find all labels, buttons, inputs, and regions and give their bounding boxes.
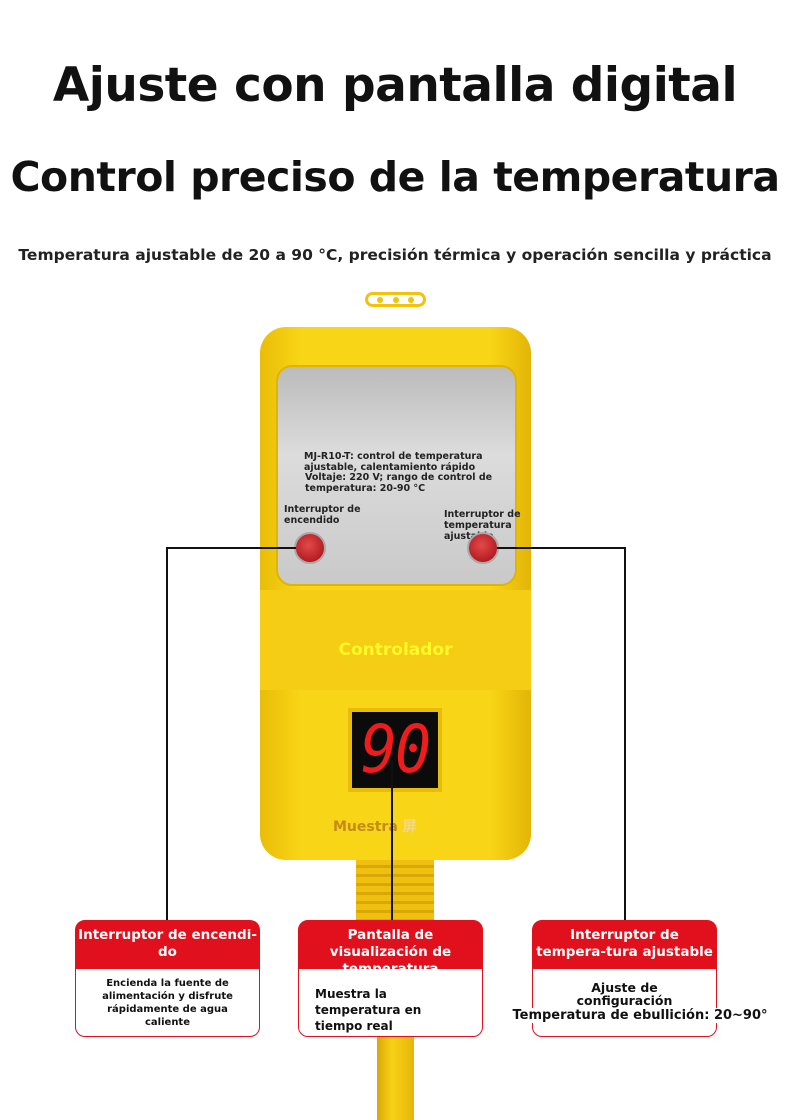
power-switch-button[interactable] (294, 532, 326, 564)
display-caption: Muestra 屏 (333, 819, 417, 835)
temperature-display: 90 (348, 708, 442, 792)
temp-switch-button[interactable] (467, 532, 499, 564)
leader-line-display (391, 760, 393, 920)
cable (377, 1030, 414, 1120)
leader-line-power-vertical (166, 547, 168, 920)
callout-title: Interruptor de encendi-do (76, 921, 259, 969)
subheadline: Control preciso de la temperatura (10, 153, 780, 201)
callout-title: Interruptor de tempera-tura ajustable (533, 921, 716, 969)
temp-switch-label: Interruptor de temperatura ajustable (444, 509, 521, 542)
indicator-dots (365, 292, 426, 307)
callout-title: Pantalla de visualización de temperatura (299, 921, 482, 977)
panel-spec-text: Voltaje: 220 V; rango de control de temp… (305, 472, 493, 494)
callout-power: Interruptor de encendi-do Encienda la fu… (75, 920, 260, 1037)
cable-connector (356, 850, 434, 925)
callout-body: Ajuste de configuración (576, 980, 673, 1008)
leader-line-temp (497, 547, 626, 549)
power-switch-label: Interruptor de encendido (284, 504, 361, 526)
leader-line-power (166, 547, 296, 549)
brand-label: Controlador (338, 640, 453, 660)
callout-display: Pantalla de visualización de temperatura… (298, 920, 483, 1037)
callout-body: Encienda la fuente de alimentación y dis… (102, 978, 233, 1028)
panel-model-text: MJ-R10-T: control de temperatura ajustab… (304, 451, 483, 473)
headline: Ajuste con pantalla digital (52, 58, 738, 113)
display-value: 90 (360, 711, 431, 789)
callout-body: Muestra la temperatura en tiempo real (315, 987, 422, 1033)
tagline: Temperatura ajustable de 20 a 90 °C, pre… (18, 246, 772, 264)
controller-band (260, 590, 531, 690)
leader-line-temp-vertical (624, 547, 626, 920)
callout-extra: Temperatura de ebullición: 20~90° (505, 1008, 775, 1023)
